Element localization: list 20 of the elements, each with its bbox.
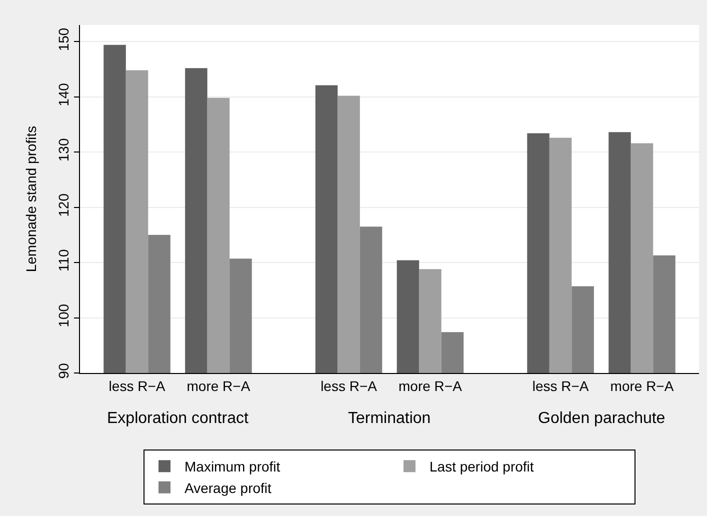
y-axis-title: Lemonade stand profits [23, 126, 39, 272]
x-tick-label: more R−A [186, 378, 251, 394]
text: Termination [348, 410, 431, 427]
y-tick-label: 110 [55, 249, 72, 272]
y-tick-label: 140 [55, 82, 72, 106]
legend-label: Last period profit [430, 458, 534, 475]
y-tick-label: 100 [55, 304, 72, 328]
x-tick-label: less R−A [108, 378, 166, 394]
x-tick-label: less R−A [320, 378, 378, 394]
x-tick-label: more R−A [610, 378, 674, 394]
y-tick-label: 90 [55, 362, 72, 379]
y-tick-label: 150 [55, 28, 72, 52]
y-tick-label: 120 [55, 193, 72, 217]
text: Exploration contract [107, 410, 249, 427]
y-tick-label: 130 [55, 138, 72, 162]
text: Golden parachute [538, 410, 666, 427]
legend-label: Average profit [184, 480, 272, 496]
x-tick-label: less R−A [532, 378, 590, 394]
x-tick-label: more R−A [398, 378, 463, 394]
legend-label: Maximum profit [184, 458, 280, 475]
